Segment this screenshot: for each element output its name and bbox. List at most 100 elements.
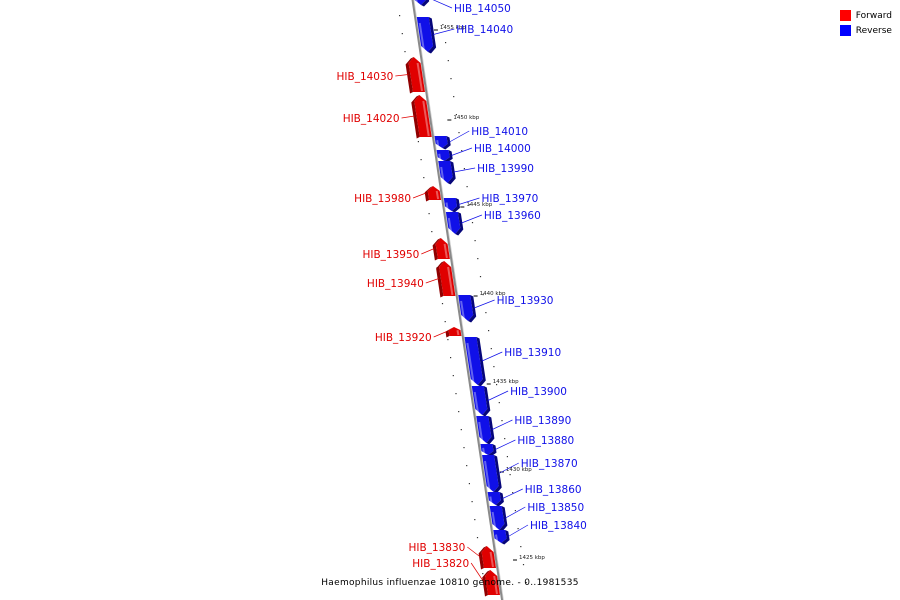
gene-hib-13880: HIB_13880 <box>480 435 574 457</box>
position-dot <box>455 114 457 116</box>
gene-body <box>471 386 488 415</box>
gene-body <box>489 506 505 530</box>
gene-body <box>434 136 448 148</box>
gene-body <box>482 455 499 492</box>
gene-body <box>487 492 501 505</box>
legend-reverse: Reverse <box>839 23 892 38</box>
kbp-tick-label: 1455 kbp <box>440 25 466 31</box>
gene-shadow <box>451 198 460 213</box>
gene-label: HIB_13960 <box>484 210 541 222</box>
forward-swatch <box>839 10 851 21</box>
gene-highlight <box>491 511 497 530</box>
gene-highlight <box>484 460 491 492</box>
gene-highlight <box>460 300 466 321</box>
gene-label: HIB_13980 <box>354 193 411 205</box>
position-dot <box>509 474 511 476</box>
position-dot <box>447 60 449 62</box>
gene-label: HIB_13830 <box>408 542 465 554</box>
position-dot <box>463 168 465 170</box>
position-dot <box>404 51 406 53</box>
gene-label: HIB_13990 <box>477 163 534 175</box>
gene-highlight <box>416 62 423 92</box>
position-dot <box>445 42 447 44</box>
gene-highlight <box>447 217 453 234</box>
gene-highlight <box>473 391 480 415</box>
gene-leader <box>492 419 513 430</box>
kbp-tick-label: 1430 kbp <box>506 467 532 473</box>
kbp-tick: 1450 kbp <box>447 115 480 121</box>
gene-highlight <box>456 329 460 336</box>
position-dot <box>496 384 498 386</box>
gene-leader <box>508 524 529 537</box>
gene-shadow <box>432 238 441 261</box>
gene-hib-13890: HIB_13890 <box>476 415 571 445</box>
position-dot <box>441 303 444 305</box>
gene-shadow <box>428 17 437 54</box>
gene-leader <box>432 0 453 9</box>
gene-leader <box>433 28 455 35</box>
gene-hib-13970: HIB_13970 <box>443 193 538 213</box>
gene-body <box>416 17 434 52</box>
gene-shadow <box>445 327 454 338</box>
gene-highlight <box>415 0 418 5</box>
gene-label: HIB_14030 <box>337 71 394 83</box>
gene-hib-13860: HIB_13860 <box>487 484 582 507</box>
position-dot <box>423 177 425 179</box>
genome-backbone <box>411 0 504 600</box>
gene-shadow <box>436 261 445 298</box>
gene-leader <box>412 192 427 199</box>
position-dot <box>512 492 514 494</box>
position-dot <box>476 537 479 539</box>
gene-label: HIB_13840 <box>530 520 587 532</box>
gene-hib-13870: HIB_13870 <box>482 455 578 494</box>
position-dot <box>431 231 433 233</box>
position-dot <box>450 357 452 359</box>
gene-shadow <box>499 506 508 532</box>
gene-shadow <box>411 95 420 139</box>
position-dot <box>520 546 522 548</box>
gene-body <box>414 95 432 137</box>
gene-hib-13980: HIB_13980 <box>354 186 442 205</box>
gene-label: HIB_14000 <box>474 143 531 155</box>
position-dot <box>442 24 444 26</box>
kbp-tick: 1425 kbp <box>512 555 545 561</box>
kbp-tick: 1445 kbp <box>460 202 493 208</box>
position-dot <box>460 429 462 431</box>
gene-body <box>493 530 507 543</box>
gene-highlight <box>436 140 440 148</box>
gene-leader <box>421 248 435 255</box>
gene-body <box>445 212 461 234</box>
gene-highlight <box>440 166 445 183</box>
gene-label: HIB_13860 <box>525 484 582 496</box>
gene-body <box>427 186 442 200</box>
legend-forward: Forward <box>839 8 892 23</box>
gene-highlight <box>422 100 430 137</box>
gene-leader <box>481 351 503 362</box>
gene-hib-13850: HIB_13850 <box>489 502 584 532</box>
gene-shadow <box>405 57 414 94</box>
gene-leader <box>395 74 409 77</box>
kbp-tick: 1440 kbp <box>473 291 506 297</box>
gene-label: HIB_14050 <box>454 3 511 15</box>
gene-shadow <box>468 295 477 323</box>
position-dot <box>493 366 495 368</box>
gene-body <box>443 198 457 211</box>
gene-label: HIB_14040 <box>456 24 513 36</box>
position-dot <box>485 312 487 314</box>
gene-leader <box>453 167 476 173</box>
gene-shadow <box>424 186 433 202</box>
gene-highlight <box>418 22 425 52</box>
position-dot <box>452 375 454 377</box>
gene-leader <box>449 130 470 143</box>
position-dot <box>417 141 419 143</box>
position-dot <box>482 573 484 575</box>
position-dot <box>479 276 482 278</box>
position-dot <box>420 159 422 161</box>
gene-label: HIB_13940 <box>367 278 424 290</box>
gene-label: HIB_13890 <box>514 415 571 427</box>
gene-highlight <box>489 496 493 505</box>
gene-label: HIB_13870 <box>521 458 578 470</box>
gene-hib-13910: HIB_13910 <box>464 337 561 387</box>
gene-label: HIB_13920 <box>375 332 432 344</box>
gene-highlight <box>438 153 442 161</box>
